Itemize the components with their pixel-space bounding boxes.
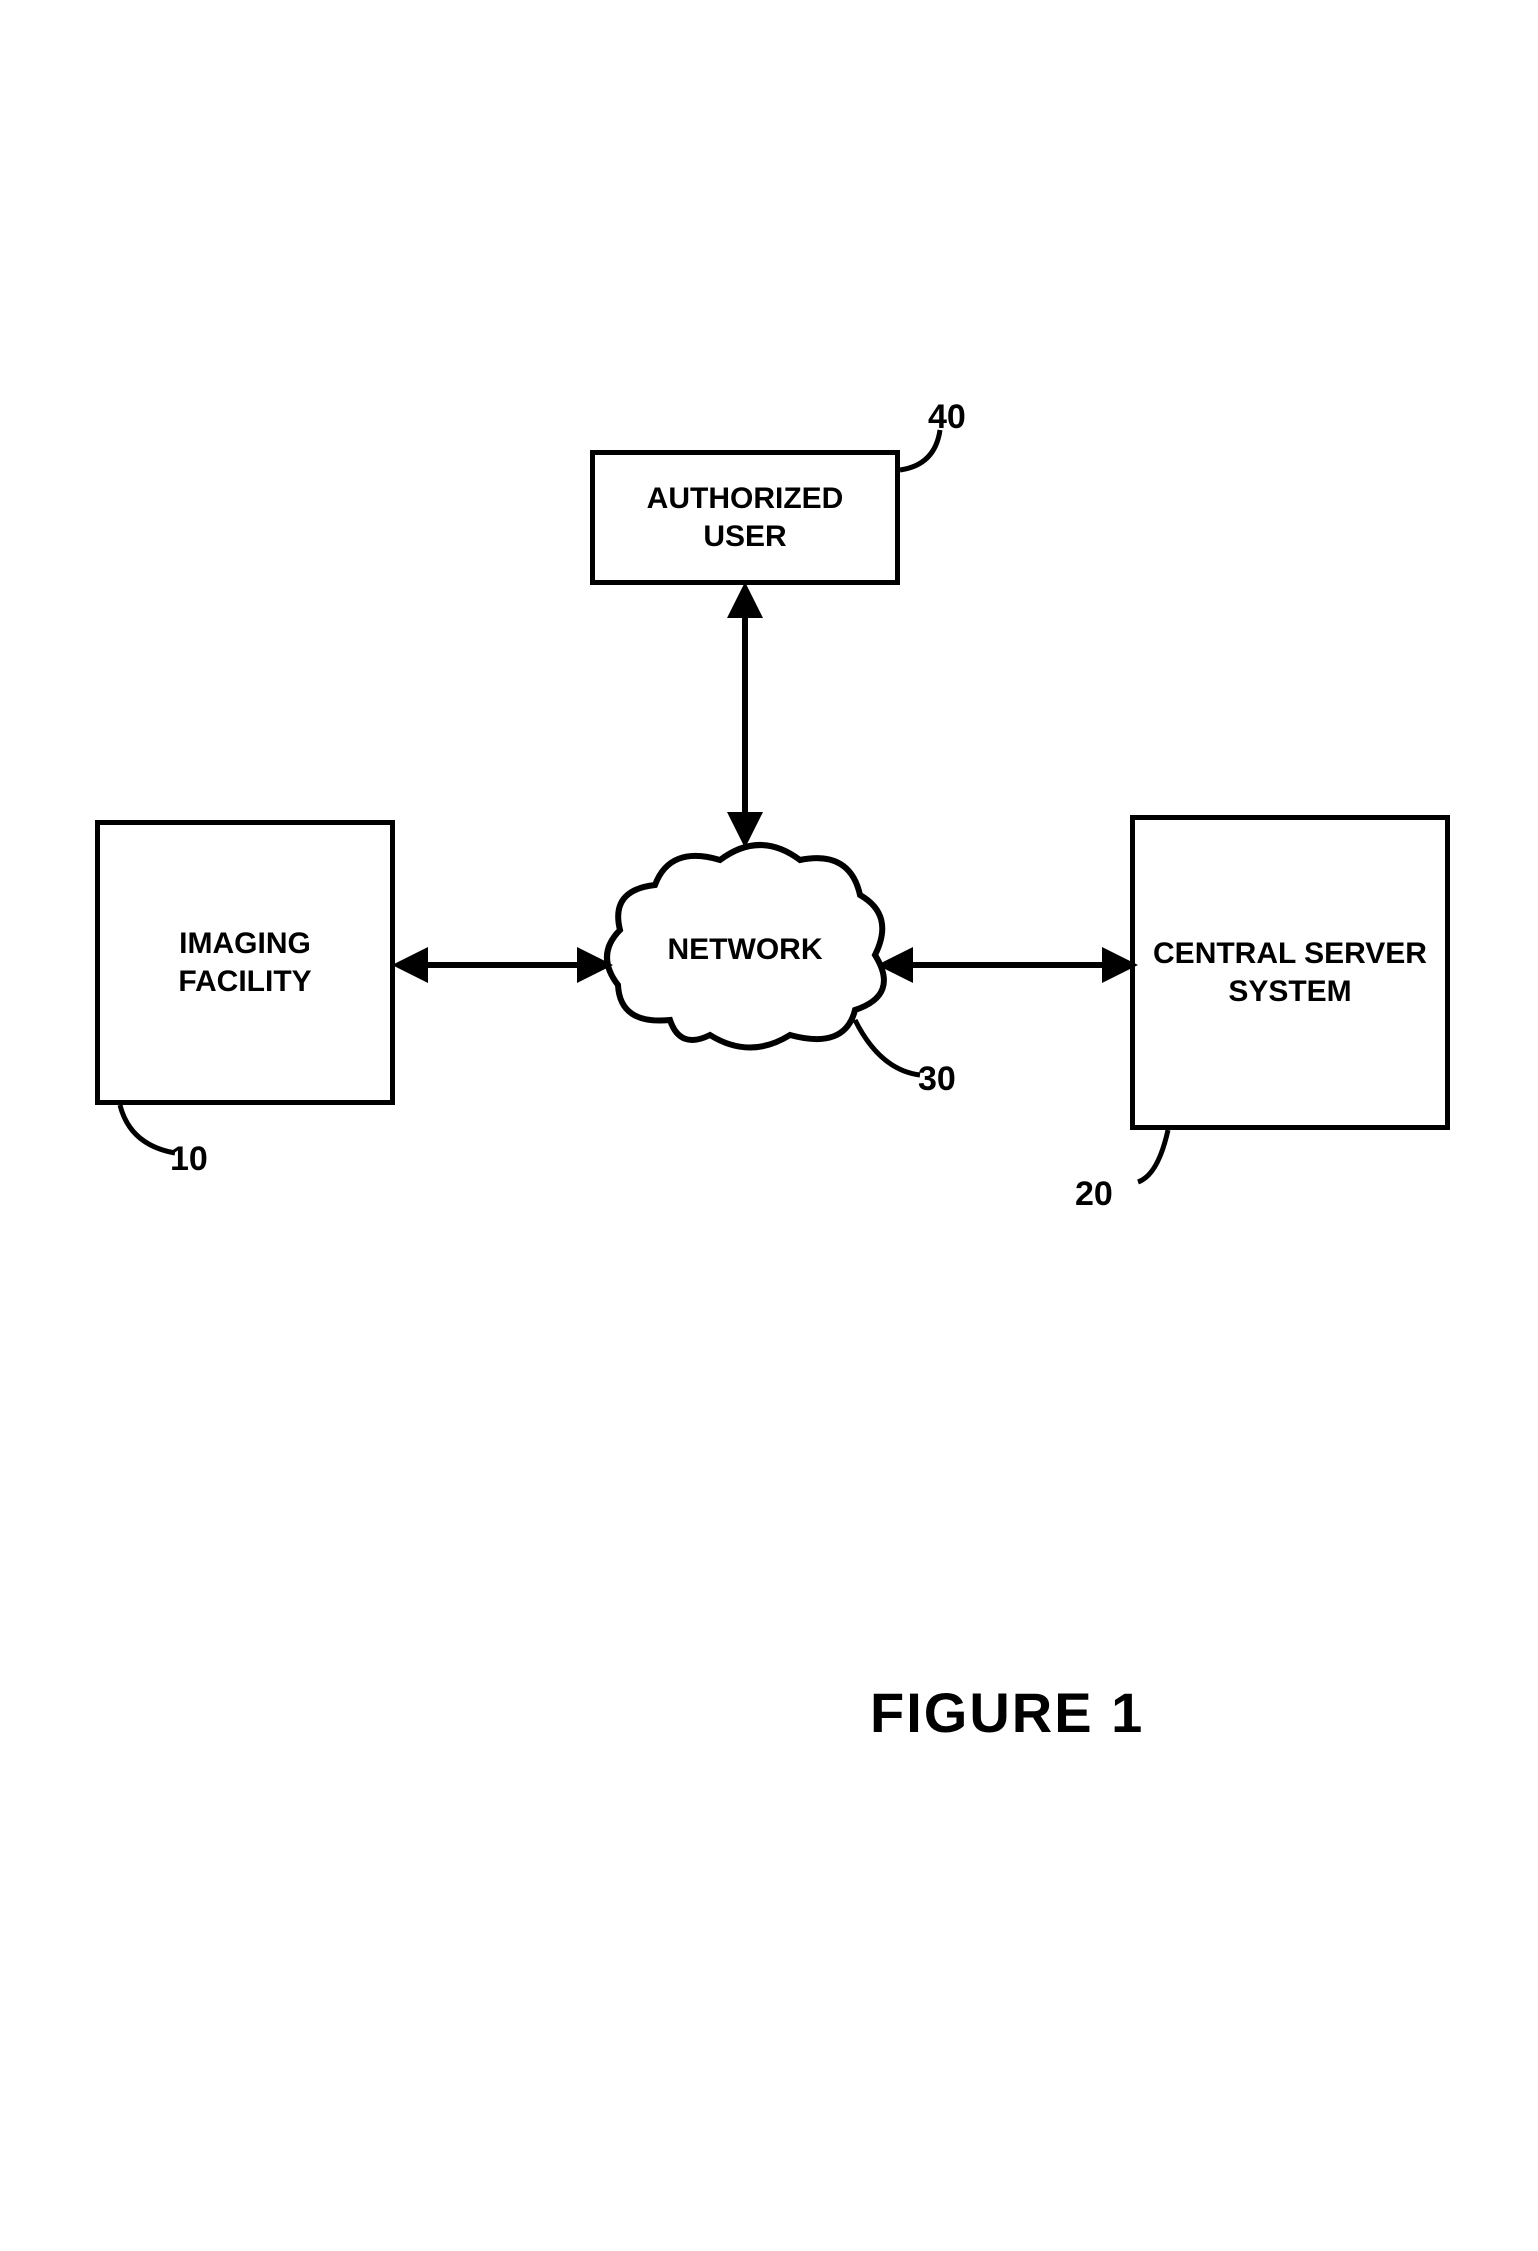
connector-network-server (880, 940, 1135, 990)
node-text-line: CENTRAL SERVER (1153, 935, 1427, 973)
node-imaging-facility: IMAGING FACILITY (95, 820, 395, 1105)
diagram-container: IMAGING FACILITY 10 AUTHORIZED USER 40 C… (0, 0, 1538, 2251)
ref-label-user: 40 (928, 398, 966, 437)
ref-label-imaging: 10 (170, 1140, 208, 1179)
ref-label-network: 30 (918, 1060, 956, 1099)
node-text-network: NETWORK (668, 933, 823, 967)
leader-curve-user (900, 430, 960, 480)
node-text-line: USER (703, 518, 786, 556)
node-central-server: CENTRAL SERVER SYSTEM (1130, 815, 1450, 1130)
node-text-line: FACILITY (178, 963, 311, 1001)
ref-label-server: 20 (1075, 1175, 1113, 1214)
node-text-line: AUTHORIZED (647, 480, 844, 518)
leader-curve-server (1138, 1130, 1198, 1200)
connector-user-network (720, 585, 770, 845)
figure-title: FIGURE 1 (870, 1680, 1144, 1745)
node-text-line: IMAGING (179, 925, 311, 963)
node-authorized-user: AUTHORIZED USER (590, 450, 900, 585)
connector-imaging-network (395, 940, 610, 990)
node-text-line: SYSTEM (1228, 973, 1351, 1011)
node-network: NETWORK (600, 835, 890, 1065)
